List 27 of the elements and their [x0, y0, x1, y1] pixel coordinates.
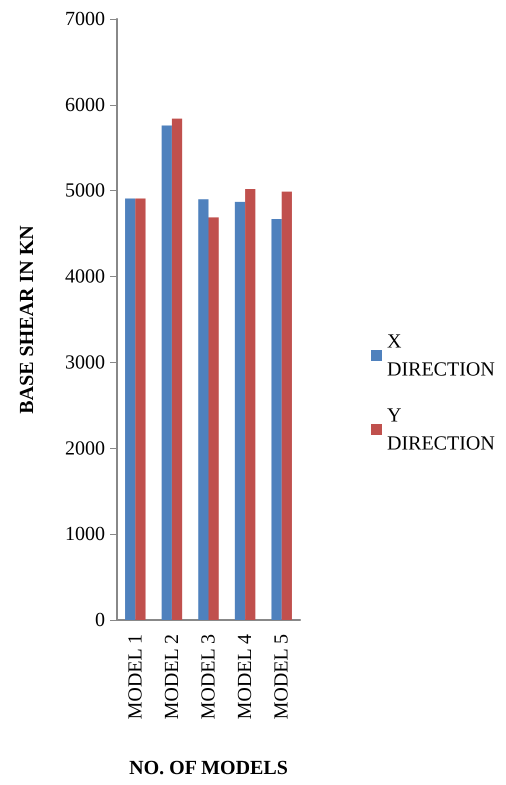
- bar: [245, 188, 256, 620]
- x-tick-label: MODEL 1: [124, 634, 146, 720]
- bar: [198, 199, 208, 620]
- bar: [172, 118, 182, 620]
- bar: [234, 202, 246, 620]
- y-axis-title: BASE SHEAR IN KN: [16, 224, 38, 414]
- y-tick-label: 1000: [65, 523, 105, 546]
- y-tick-label: 6000: [65, 94, 105, 116]
- bar: [208, 217, 219, 620]
- x-tick-label: MODEL 4: [234, 634, 256, 720]
- y-tick-label: 5000: [65, 180, 105, 202]
- x-tick-label: MODEL 2: [160, 634, 183, 720]
- x-axis-title: NO. OF MODELS: [129, 757, 288, 779]
- y-tick-label: 4000: [65, 266, 105, 288]
- x-tick-label: MODEL 3: [198, 634, 220, 720]
- legend-label: Y DIRECTION: [387, 404, 495, 454]
- y-tick-label: 7000: [65, 8, 105, 30]
- legend-label: X DIRECTION: [387, 330, 495, 380]
- y-tick-label: 0: [95, 609, 105, 631]
- bar: [135, 198, 146, 620]
- x-tick-label: MODEL 5: [270, 634, 293, 720]
- bar: [271, 219, 282, 620]
- y-tick-label: 3000: [65, 351, 105, 374]
- bar: [282, 192, 292, 620]
- y-tick-label: 2000: [65, 437, 105, 460]
- bar: [162, 125, 172, 620]
- bar: [125, 198, 136, 620]
